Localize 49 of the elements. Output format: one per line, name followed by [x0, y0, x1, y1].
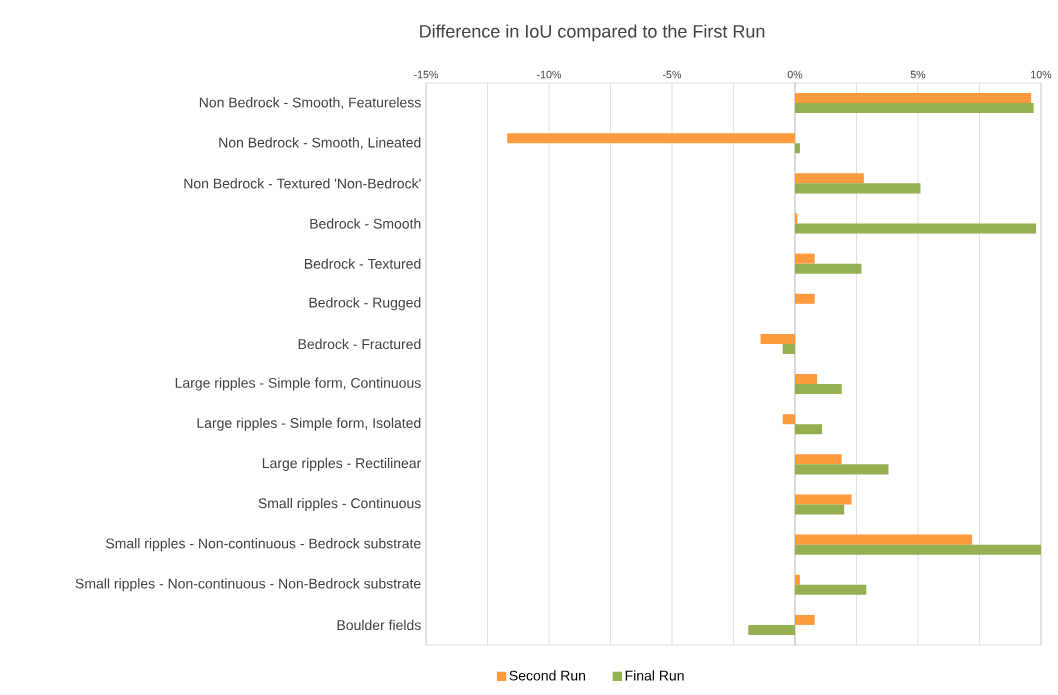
x-tick-label: 5% [910, 70, 926, 79]
bar [794, 574, 800, 585]
legend-label: Second Run [509, 670, 586, 681]
x-tick-label: 10% [1031, 70, 1052, 79]
y-tick-label: Non Bedrock - Smooth, Lineated [219, 137, 421, 150]
bar [794, 93, 1032, 104]
y-tick-label: Bedrock - Rugged [309, 297, 421, 311]
y-tick-label: Bedrock - Fractured [298, 338, 421, 350]
bar [794, 293, 815, 304]
y-tick-label: Bedrock - Smooth [310, 218, 421, 229]
bar [794, 143, 800, 154]
bar [760, 333, 795, 344]
bar [794, 183, 921, 194]
bar [794, 173, 864, 184]
x-tick-label: 0% [787, 70, 803, 79]
x-tick-label: -15% [414, 70, 439, 79]
y-tick-label: Large ripples - Simple form, Isolated [197, 417, 421, 431]
y-tick-label: Boulder fields [337, 619, 421, 631]
legend-label: Final Run [625, 670, 684, 681]
y-tick-label: Bedrock - Textured [304, 258, 421, 269]
chart-title: Difference in IoU compared to the First Run [420, 24, 765, 42]
bar [794, 263, 862, 274]
bar [794, 223, 1037, 234]
bar [794, 544, 1041, 555]
bar [794, 584, 867, 595]
bar [794, 424, 823, 435]
bar [794, 504, 845, 515]
x-tick-label: -5% [662, 70, 682, 79]
y-tick-label: Small ripples - Non-continuous - Non-Bedrock substrate [75, 578, 421, 592]
bar [507, 133, 795, 144]
bar [794, 494, 852, 505]
bar [794, 103, 1034, 114]
bar [794, 454, 842, 465]
bar [794, 534, 973, 545]
bar [794, 614, 815, 625]
bar [794, 384, 842, 395]
bar [782, 343, 795, 354]
y-tick-label: Non Bedrock - Smooth, Featureless [199, 97, 421, 110]
y-tick-label: Small ripples - Continuous [258, 497, 421, 512]
y-tick-label: Non Bedrock - Textured 'Non-Bedrock' [184, 178, 421, 189]
bar [748, 624, 795, 635]
bar [794, 464, 889, 475]
y-tick-label: Small ripples - Non-continuous - Bedrock substrate [106, 538, 421, 552]
x-tick-label: -10% [537, 70, 562, 79]
bar [782, 414, 795, 425]
y-tick-label: Large ripples - Simple form, Continuous [175, 377, 421, 391]
bar [794, 374, 818, 385]
y-tick-label: Large ripples - Rectilinear [262, 457, 422, 471]
bar [794, 253, 815, 264]
